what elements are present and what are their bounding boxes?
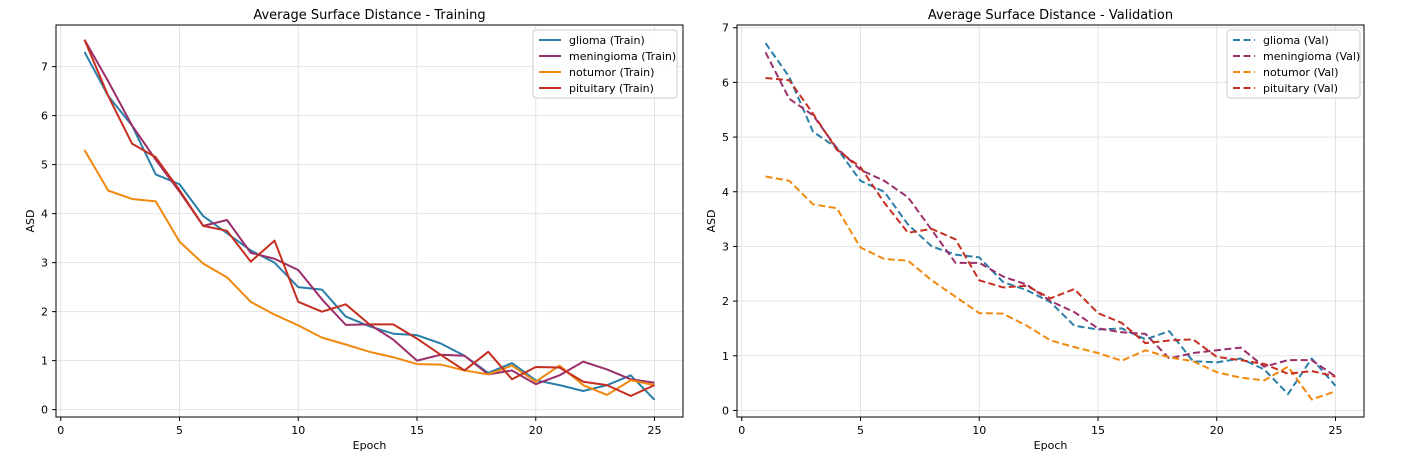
train-x-tick-label: 0: [57, 424, 64, 437]
train-x-tick-label: 5: [176, 424, 183, 437]
train-y-tick-label: 7: [41, 61, 48, 74]
val-series-line-meningioma: [764, 51, 1337, 378]
train-series-line-pituitary: [83, 39, 655, 397]
training-asd-chart: 0 5 10 15 20 25 0 1 2 3 4 5 6 7 Average Surface Distan…: [24, 8, 684, 452]
train-series-line-notumor: [83, 149, 655, 396]
train-y-axis-label: ASD: [24, 210, 37, 233]
train-y-tick-label: 5: [41, 159, 48, 172]
train-y-tick-label: 6: [41, 110, 48, 123]
val-series-line-pituitary: [765, 77, 1336, 378]
val-y-tick-label: 4: [722, 186, 729, 199]
val-x-tick-label: 5: [857, 424, 864, 437]
val-x-tick-label: 20: [1210, 424, 1224, 437]
validation-asd-chart: 0 5 10 15 20 25 0 1 2 3 4 5 6 7 Average Surface Distan…: [705, 8, 1365, 452]
val-y-tick-label: 6: [722, 76, 729, 89]
train-legend-label: notumor (Train): [569, 66, 654, 79]
train-x-tick-label: 10: [291, 424, 305, 437]
val-legend-label: glioma (Val): [1263, 34, 1329, 47]
val-legend-label: pituitary (Val): [1263, 82, 1338, 95]
val-legend-label: notumor (Val): [1263, 66, 1339, 79]
train-legend-box: [532, 29, 678, 99]
train-y-tick-label: 0: [41, 404, 48, 417]
val-y-tick-label: 2: [722, 295, 729, 308]
val-y-tick-label: 5: [722, 131, 729, 144]
train-x-axis-label: Epoch: [353, 439, 387, 452]
train-y-tick-label: 3: [41, 257, 48, 270]
val-y-tick-label: 3: [722, 240, 729, 253]
val-series-line-notumor: [765, 175, 1336, 401]
val-x-axis-label: Epoch: [1034, 439, 1068, 452]
train-y-tick-label: 1: [41, 355, 48, 368]
train-legend: glioma (Train) meningioma (Train) notumor …: [532, 29, 678, 99]
val-legend: glioma (Val) meningioma (Val) notumor (Val…: [1226, 29, 1361, 99]
train-y-tick-label: 2: [41, 306, 48, 319]
val-chart-title: Average Surface Distance - Validation: [928, 8, 1173, 23]
val-x-tick-label: 10: [972, 424, 986, 437]
val-x-tick-label: 0: [738, 424, 745, 437]
train-legend-label: pituitary (Train): [569, 82, 654, 95]
train-axes-frame: [55, 24, 684, 418]
train-legend-label: glioma (Train): [569, 34, 645, 47]
val-y-tick-label: 7: [722, 22, 729, 35]
train-legend-label: meningioma (Train): [569, 50, 676, 63]
val-y-axis-label: ASD: [705, 210, 718, 233]
val-axes-frame: [736, 24, 1365, 418]
val-legend-label: meningioma (Val): [1263, 50, 1360, 63]
val-y-tick-label: 1: [722, 350, 729, 363]
val-x-tick-label: 25: [1329, 424, 1343, 437]
train-x-tick-label: 25: [648, 424, 662, 437]
train-x-tick-label: 15: [410, 424, 424, 437]
train-x-tick-label: 20: [529, 424, 543, 437]
train-y-tick-label: 4: [41, 208, 48, 221]
val-x-tick-label: 15: [1091, 424, 1105, 437]
train-chart-title: Average Surface Distance - Training: [253, 8, 485, 23]
train-series-line-glioma: [83, 51, 656, 401]
val-legend-box: [1226, 29, 1361, 99]
val-y-tick-label: 0: [722, 404, 729, 417]
